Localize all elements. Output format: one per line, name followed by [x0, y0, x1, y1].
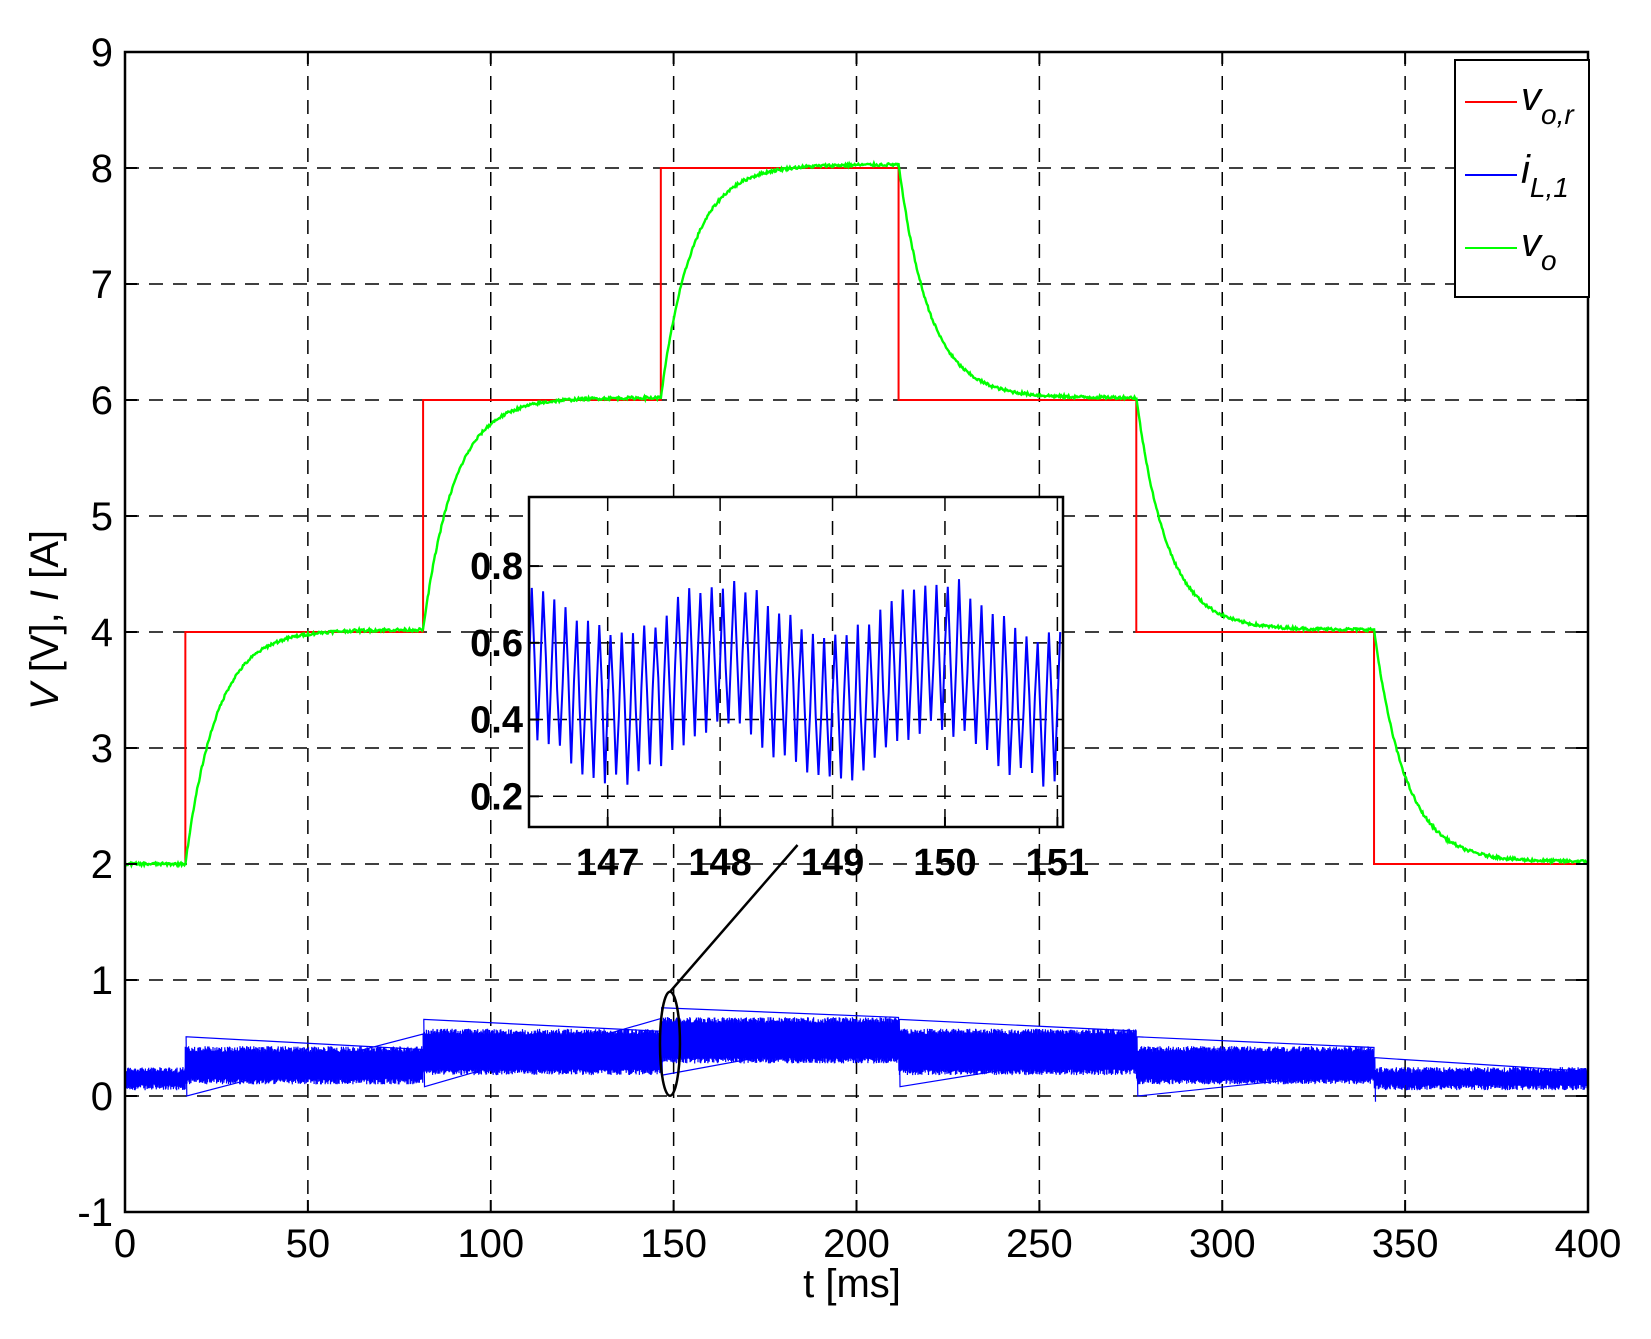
inset-series-i-L1-line [528, 579, 1062, 787]
y-axis-title: V [V], I [A] [23, 530, 67, 710]
x-tick-label: 150 [640, 1222, 707, 1266]
x-tick-label: 200 [823, 1222, 890, 1266]
inset-plot: 147 148 149 150 151 0.2 0.4 0.6 0.8 [470, 495, 1089, 884]
x-axis-title: t [ms] [803, 1262, 901, 1306]
legend-entry-base: v [1521, 75, 1543, 119]
zoom-pointer-line [669, 844, 799, 993]
inset-x-tick-label: 148 [688, 842, 751, 884]
x-tick-label: 50 [286, 1222, 331, 1266]
inset-y-tick-label: 0.6 [470, 623, 523, 665]
legend-entry-subscript: L,1 [1530, 172, 1569, 203]
y-tick-label: 8 [91, 147, 113, 191]
y-axis-title-v-unit: [V], [23, 601, 67, 683]
x-tick-label: 100 [457, 1222, 524, 1266]
inset-y-tick-label: 0.8 [470, 546, 523, 588]
inset-x-tick-label: 151 [1026, 842, 1089, 884]
legend-entry-subscript: o,r [1541, 99, 1575, 130]
x-tick-label: 350 [1372, 1222, 1439, 1266]
y-tick-label: 9 [91, 31, 113, 75]
series-i-L1-line [124, 1007, 1589, 1102]
x-tick-label: 400 [1555, 1222, 1622, 1266]
inset-y-tick-label: 0.4 [470, 700, 523, 742]
legend-entry-base: i [1521, 148, 1531, 192]
inset-series [528, 579, 1062, 787]
y-tick-label: 6 [91, 379, 113, 423]
legend-entry-subscript: o [1541, 245, 1557, 276]
zoom-marker [658, 844, 799, 1098]
inset-ticks: 147 148 149 150 151 0.2 0.4 0.6 0.8 [470, 546, 1089, 884]
x-tick-label: 0 [114, 1222, 136, 1266]
y-tick-label: 2 [91, 843, 113, 887]
legend-entry-label: vo,r [1521, 75, 1575, 130]
inset-background [529, 497, 1063, 827]
inset-frame [527, 495, 1065, 829]
legend-box [1454, 59, 1590, 298]
y-tick-label: 0 [91, 1075, 113, 1119]
y-axis-title-i: I [23, 590, 67, 601]
legend: vo,riL,1vo [1454, 59, 1590, 298]
main-series [123, 159, 1589, 1102]
x-tick-label: 300 [1189, 1222, 1256, 1266]
y-tick-label: 4 [91, 611, 113, 655]
y-tick-label: -1 [77, 1191, 113, 1235]
x-tick-label: 250 [1006, 1222, 1073, 1266]
y-tick-label: 7 [91, 263, 113, 307]
y-tick-label: 1 [91, 959, 113, 1003]
series-v-or-line [125, 167, 1588, 865]
y-axis-title-v: V [23, 680, 67, 710]
inset-x-tick-label: 150 [913, 842, 976, 884]
zoom-ellipse [658, 990, 682, 1098]
y-axis-title-i-unit: [A] [23, 530, 67, 590]
inset-x-tick-label: 149 [801, 842, 864, 884]
legend-entry-base: v [1521, 221, 1543, 265]
legend-entry-label: iL,1 [1521, 148, 1569, 203]
legend-entry-label: vo [1521, 221, 1557, 276]
inset-x-tick-label: 147 [576, 842, 639, 884]
series-v-o-line [123, 159, 1589, 869]
y-tick-label: 5 [91, 495, 113, 539]
inset-y-tick-label: 0.2 [470, 776, 523, 818]
y-tick-label: 3 [91, 727, 113, 771]
